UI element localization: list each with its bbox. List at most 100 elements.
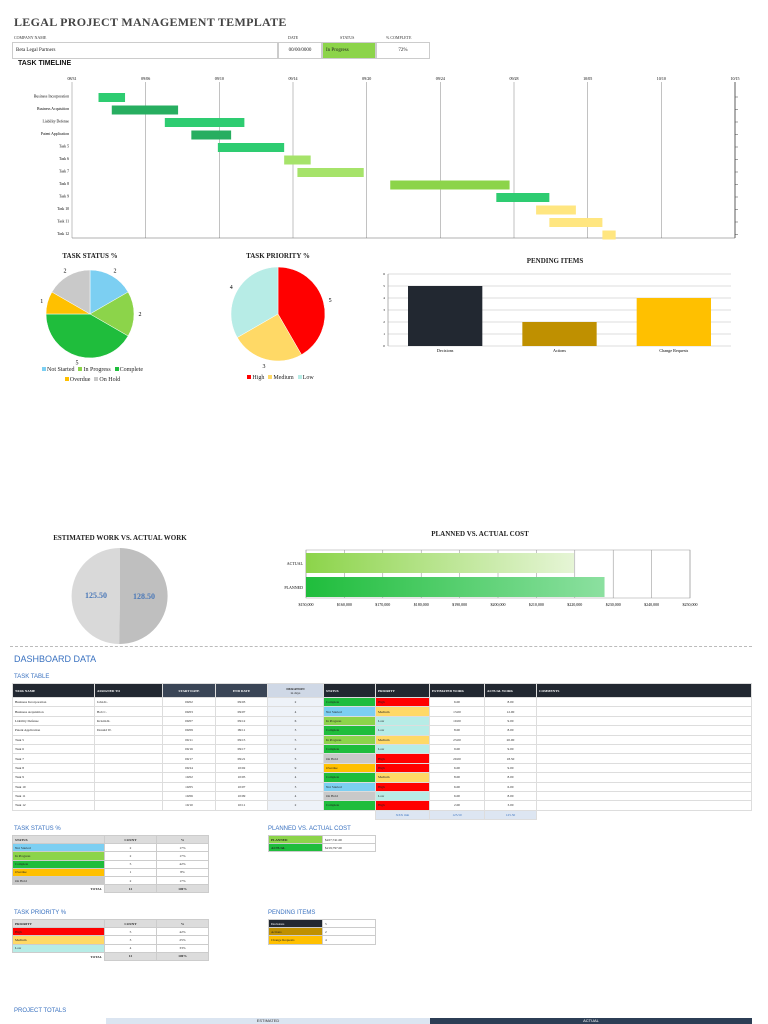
table-cell[interactable]: Low <box>375 715 430 727</box>
table-cell[interactable]: 09/17 <box>215 743 268 755</box>
table-cell[interactable]: 2 <box>267 696 324 708</box>
table-cell[interactable]: Overdue <box>323 762 376 774</box>
table-cell[interactable]: Patent Application <box>12 725 95 736</box>
table-cell[interactable] <box>536 753 752 764</box>
table-cell[interactable]: 3.00 <box>484 800 537 811</box>
table-cell[interactable]: Complete <box>323 725 376 736</box>
table-cell[interactable]: 09/03 <box>162 706 216 717</box>
table-cell[interactable]: 10/05 <box>215 772 268 783</box>
table-cell[interactable]: Kristin R. <box>94 715 163 727</box>
table-cell[interactable] <box>536 762 752 774</box>
table-cell[interactable]: 09/09 <box>162 725 216 736</box>
table-cell[interactable]: 8.00 <box>429 772 485 783</box>
table-cell[interactable]: 09/11 <box>215 725 268 736</box>
table-cell[interactable]: 10/10 <box>162 800 216 811</box>
table-cell[interactable]: Complete <box>323 772 376 783</box>
table-cell[interactable]: High <box>375 696 430 708</box>
table-cell[interactable]: On Hold <box>323 753 376 764</box>
table-cell[interactable]: 10/09 <box>215 790 268 802</box>
table-cell[interactable]: Donald W. <box>94 725 163 736</box>
date-field[interactable]: 00/00/0000 <box>278 42 322 59</box>
table-cell[interactable]: 09/02 <box>162 696 216 708</box>
table-cell[interactable]: 3 <box>267 781 324 792</box>
table-cell[interactable] <box>536 800 752 811</box>
table-cell[interactable] <box>536 706 752 717</box>
table-cell[interactable] <box>94 734 163 745</box>
table-cell[interactable]: 8.00 <box>484 790 537 802</box>
table-cell[interactable]: 5 <box>267 753 324 764</box>
table-cell[interactable]: 6.00 <box>429 696 485 708</box>
table-cell[interactable]: High <box>375 762 430 774</box>
table-cell[interactable] <box>94 781 163 792</box>
table-cell[interactable]: 5 <box>267 734 324 745</box>
table-cell[interactable]: Task 9 <box>12 772 95 783</box>
table-cell[interactable]: High <box>375 753 430 764</box>
table-cell[interactable] <box>94 762 163 774</box>
table-cell[interactable]: 20.00 <box>484 734 537 745</box>
table-cell[interactable]: 10/05 <box>162 781 216 792</box>
table-cell[interactable]: On Hold <box>323 790 376 802</box>
table-cell[interactable]: 09/12 <box>215 715 268 727</box>
table-cell[interactable]: 8.00 <box>484 725 537 736</box>
table-cell[interactable] <box>536 715 752 727</box>
table-cell[interactable] <box>94 772 163 783</box>
table-cell[interactable]: Low <box>375 790 430 802</box>
table-cell[interactable]: 12.00 <box>484 706 537 717</box>
table-cell[interactable]: 6.00 <box>484 781 537 792</box>
table-cell[interactable]: Not Started <box>323 781 376 792</box>
table-cell[interactable]: 09/21 <box>215 753 268 764</box>
table-cell[interactable]: 10/02 <box>162 772 216 783</box>
table-cell[interactable]: 9.00 <box>484 715 537 727</box>
table-cell[interactable]: Business Incorporation <box>12 696 95 708</box>
table-cell[interactable]: 18.50 <box>484 753 537 764</box>
table-cell[interactable]: 10/07 <box>215 781 268 792</box>
table-cell[interactable]: Liability Defense <box>12 715 95 727</box>
table-cell[interactable]: 9.00 <box>484 743 537 755</box>
table-cell[interactable]: 13.00 <box>429 706 485 717</box>
table-cell[interactable]: 9.00 <box>429 743 485 755</box>
table-cell[interactable]: 6 <box>267 715 324 727</box>
table-cell[interactable] <box>536 725 752 736</box>
table-cell[interactable] <box>536 781 752 792</box>
table-cell[interactable]: Complete <box>323 800 376 811</box>
table-cell[interactable]: 8.00 <box>484 696 537 708</box>
complete-field[interactable]: 72% <box>376 42 430 59</box>
table-cell[interactable]: Business Acquisition <box>12 706 95 717</box>
table-cell[interactable]: 09/11 <box>162 734 216 745</box>
table-cell[interactable]: 10/11 <box>215 800 268 811</box>
table-cell[interactable]: Task 7 <box>12 753 95 764</box>
table-cell[interactable]: Task 11 <box>12 790 95 802</box>
table-cell[interactable]: 6.00 <box>429 781 485 792</box>
table-cell[interactable] <box>536 696 752 708</box>
table-cell[interactable]: 3 <box>267 725 324 736</box>
table-cell[interactable]: 9 <box>267 762 324 774</box>
table-cell[interactable]: 10/06 <box>162 790 216 802</box>
table-cell[interactable]: 09/17 <box>162 753 216 764</box>
table-cell[interactable]: 8.00 <box>484 772 537 783</box>
table-cell[interactable]: Complete <box>323 696 376 708</box>
table-cell[interactable]: 9.00 <box>484 762 537 774</box>
table-cell[interactable]: 20.00 <box>429 753 485 764</box>
table-cell[interactable] <box>94 800 163 811</box>
table-cell[interactable] <box>94 790 163 802</box>
table-cell[interactable]: 10/02 <box>215 762 268 774</box>
table-cell[interactable] <box>94 743 163 755</box>
table-cell[interactable]: 09/24 <box>162 762 216 774</box>
table-cell[interactable]: 09/15 <box>215 734 268 745</box>
table-cell[interactable]: Medium <box>375 706 430 717</box>
table-cell[interactable]: Task 6 <box>12 743 95 755</box>
table-cell[interactable]: 8.00 <box>429 725 485 736</box>
table-cell[interactable]: 09/16 <box>162 743 216 755</box>
table-cell[interactable]: In Progress <box>323 734 376 745</box>
table-cell[interactable]: 10.00 <box>429 715 485 727</box>
table-cell[interactable]: High <box>375 800 430 811</box>
table-cell[interactable]: High <box>375 781 430 792</box>
table-cell[interactable]: John K. <box>94 696 163 708</box>
table-cell[interactable]: Task 5 <box>12 734 95 745</box>
table-cell[interactable]: 6.00 <box>429 762 485 774</box>
table-cell[interactable]: Not Started <box>323 706 376 717</box>
status-field[interactable]: In Progress <box>322 42 376 59</box>
table-cell[interactable] <box>536 743 752 755</box>
table-cell[interactable]: 4 <box>267 706 324 717</box>
table-cell[interactable]: 23.00 <box>429 734 485 745</box>
